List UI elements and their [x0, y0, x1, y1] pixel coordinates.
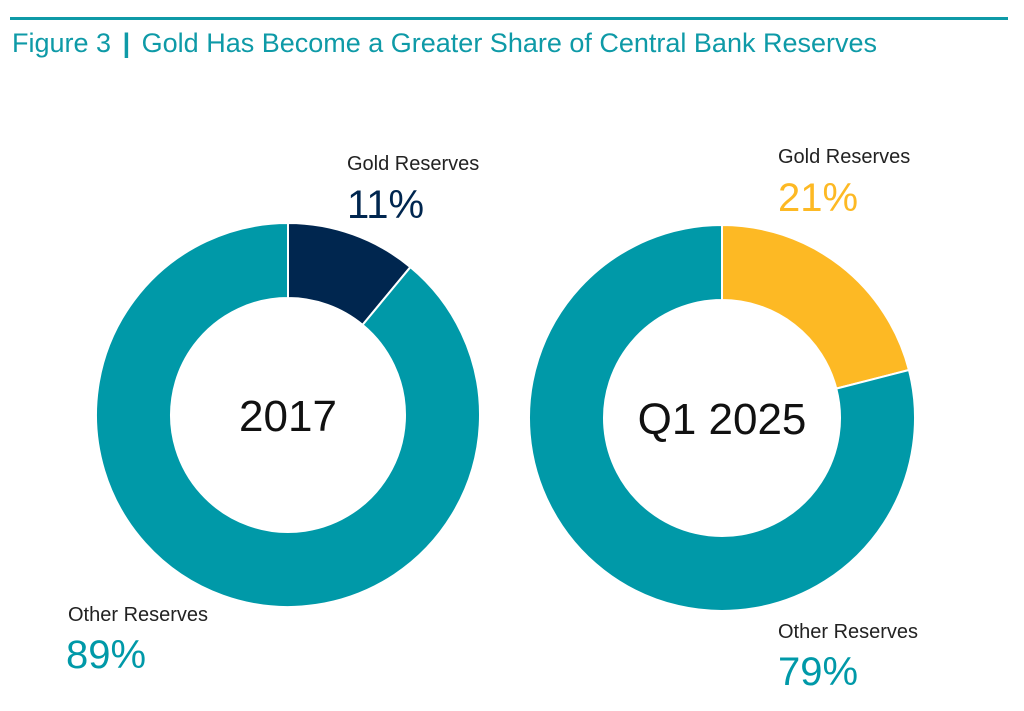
- title-rule: [10, 17, 1008, 20]
- donut-slice-other-reserves: [528, 223, 916, 612]
- other-label-2025: Other Reserves: [778, 621, 919, 643]
- donut-slice-other-reserves: [95, 221, 481, 608]
- other-pct-2017: 89%: [66, 633, 147, 677]
- gold-pct-2025: 21%: [778, 176, 859, 220]
- title-text: Gold Has Become a Greater Share of Centr…: [141, 28, 877, 58]
- other-label-2017: Other Reserves: [68, 604, 209, 626]
- gold-label-2017: Gold Reserves: [347, 153, 480, 175]
- figure-number: Figure 3: [12, 28, 112, 58]
- gold-label-2025: Gold Reserves: [778, 146, 911, 168]
- gold-pct-2017: 11%: [347, 183, 425, 227]
- donut-center-label: 2017: [239, 392, 337, 441]
- other-pct-2025: 79%: [778, 650, 859, 694]
- title-separator: |: [122, 28, 131, 58]
- donut-slice-gold-reserves: [721, 223, 911, 390]
- figure-title: Figure 3 | Gold Has Become a Greater Sha…: [12, 28, 877, 59]
- donut-center-label: Q1 2025: [638, 395, 807, 444]
